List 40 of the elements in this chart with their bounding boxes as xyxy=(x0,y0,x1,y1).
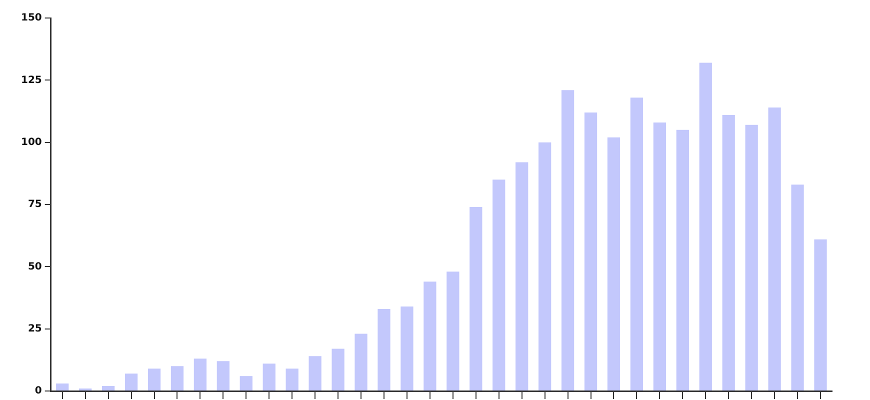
bar xyxy=(148,368,161,390)
bar xyxy=(676,130,689,390)
bar xyxy=(607,137,620,390)
bar xyxy=(492,180,506,390)
bar xyxy=(561,90,574,390)
bar xyxy=(470,206,482,390)
bar xyxy=(354,334,368,390)
bar xyxy=(722,114,735,390)
y-tick-label: 0 xyxy=(34,386,42,397)
bar xyxy=(584,112,598,390)
bar xyxy=(446,272,460,390)
bar xyxy=(745,124,758,390)
bar xyxy=(378,308,390,390)
bar xyxy=(124,374,138,390)
bar xyxy=(286,368,298,390)
bar xyxy=(630,98,644,390)
y-tick-label: 50 xyxy=(28,261,42,272)
bar xyxy=(791,184,804,390)
bar xyxy=(699,62,712,390)
bar xyxy=(653,122,666,390)
bar xyxy=(768,108,781,390)
y-tick-label: 150 xyxy=(21,12,42,24)
bar xyxy=(240,376,252,390)
bar xyxy=(516,162,528,390)
bar xyxy=(262,364,276,390)
bar xyxy=(102,386,115,390)
bar xyxy=(400,306,414,390)
bar xyxy=(538,142,552,390)
y-tick-label: 100 xyxy=(21,136,42,148)
bar xyxy=(56,384,69,390)
bar xyxy=(814,239,827,390)
y-tick-label: 25 xyxy=(28,323,42,334)
bar xyxy=(170,366,184,390)
y-tick-label: 125 xyxy=(21,74,42,86)
bar xyxy=(216,361,230,390)
bar xyxy=(424,282,436,390)
y-tick-label: 75 xyxy=(28,199,42,210)
bar xyxy=(332,348,344,390)
bar xyxy=(194,358,207,390)
bar xyxy=(308,356,322,390)
